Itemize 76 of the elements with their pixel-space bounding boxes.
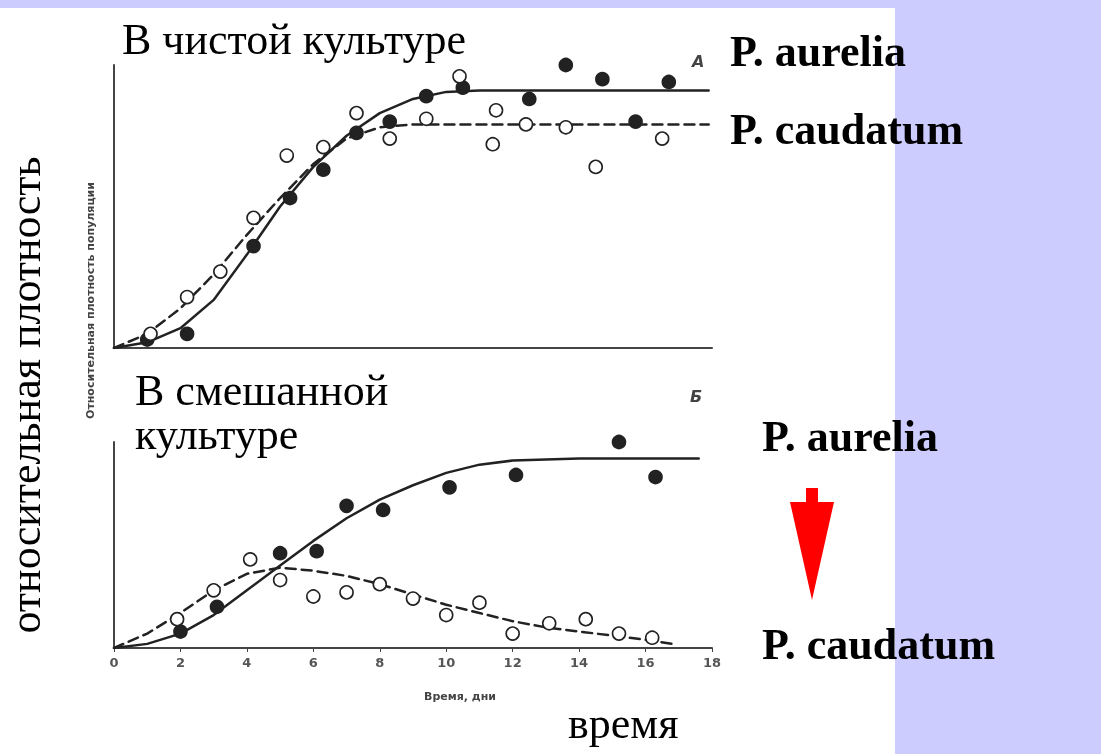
point xyxy=(438,607,454,623)
point xyxy=(518,117,534,132)
point xyxy=(209,599,225,615)
series-label: P. caudatum xyxy=(730,105,964,154)
series-label: P. aurelia xyxy=(730,27,907,76)
point xyxy=(442,480,457,495)
point xyxy=(628,114,643,129)
x-tick-label: 16 xyxy=(636,655,655,670)
point xyxy=(213,264,228,279)
point xyxy=(349,105,364,121)
annotation: А xyxy=(692,52,705,71)
point xyxy=(588,159,604,175)
x-tick-label: 8 xyxy=(375,655,385,670)
series-label: P. aurelia xyxy=(762,412,939,461)
point xyxy=(206,583,221,598)
chart-title: В смешанной культуре xyxy=(135,366,390,459)
point xyxy=(419,111,434,127)
x-tick-label: 10 xyxy=(437,655,456,670)
point xyxy=(611,434,627,450)
point xyxy=(661,74,677,90)
point xyxy=(179,326,195,342)
point xyxy=(558,57,574,73)
point xyxy=(382,131,398,146)
x-tick-label: 2 xyxy=(175,655,185,670)
point xyxy=(173,624,188,639)
point xyxy=(279,148,295,163)
point xyxy=(472,595,487,610)
point xyxy=(242,552,258,567)
point xyxy=(452,69,467,84)
point xyxy=(654,131,670,146)
point xyxy=(372,576,388,592)
point xyxy=(455,80,471,95)
x-tick-label: 12 xyxy=(503,655,522,670)
point xyxy=(272,572,288,588)
x-tick-label: 6 xyxy=(308,655,318,670)
text: P. caudatum xyxy=(762,620,996,669)
point xyxy=(169,611,185,627)
y-axis-title: Относительная плотность популяции xyxy=(83,181,97,419)
point xyxy=(405,591,421,606)
point xyxy=(339,585,354,600)
text: время xyxy=(568,699,679,748)
point xyxy=(339,498,354,514)
x-tick-label: 0 xyxy=(109,655,119,670)
point xyxy=(375,502,391,518)
chart-title: В чистой культуре xyxy=(122,15,468,64)
x-axis-title: Время, дни xyxy=(424,690,496,703)
point xyxy=(505,626,520,641)
x-tick-label: 4 xyxy=(242,655,252,670)
point xyxy=(179,289,195,305)
point xyxy=(382,114,398,129)
point xyxy=(508,467,524,483)
point xyxy=(521,91,537,107)
x-tick-label: 14 xyxy=(570,655,589,670)
point xyxy=(558,119,574,135)
point xyxy=(595,71,610,87)
point xyxy=(419,88,434,104)
point xyxy=(644,630,660,645)
point xyxy=(306,589,321,604)
point xyxy=(309,543,324,559)
point xyxy=(488,102,504,118)
point xyxy=(246,210,261,226)
point xyxy=(246,238,261,254)
point xyxy=(485,136,501,152)
point xyxy=(316,162,331,178)
text: Б xyxy=(690,387,703,406)
text: относительная плотность xyxy=(0,156,50,634)
point xyxy=(143,326,158,342)
point xyxy=(578,611,594,627)
point xyxy=(282,190,298,206)
point xyxy=(349,125,364,141)
point xyxy=(541,615,557,631)
point xyxy=(316,139,331,155)
point xyxy=(648,469,663,485)
point xyxy=(272,545,288,561)
x-tick-label: 18 xyxy=(702,655,722,670)
point xyxy=(611,626,627,641)
